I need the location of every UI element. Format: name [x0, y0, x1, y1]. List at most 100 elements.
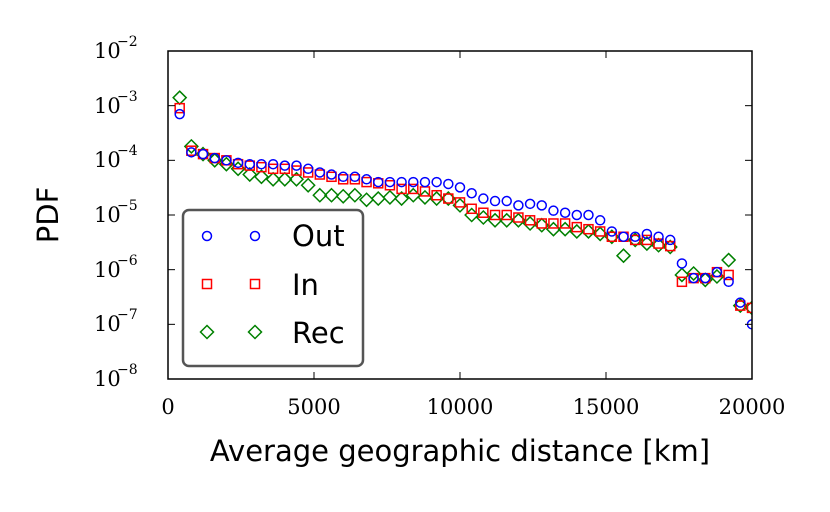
x-tick-label: 15000 [573, 395, 640, 419]
data-point-in [454, 197, 466, 208]
data-point-out [302, 163, 314, 175]
data-point-rec [242, 166, 258, 183]
y-tick-base: 10 [94, 312, 121, 336]
data-point-in [746, 302, 752, 314]
data-point-in [559, 218, 571, 229]
data-point-out [723, 276, 734, 288]
legend-marker-out [201, 230, 213, 242]
data-point-in [291, 165, 302, 176]
y-tick-base: 10 [94, 203, 121, 227]
data-point-out [174, 108, 185, 120]
data-point-rec [323, 187, 340, 203]
y-tick-base: 10 [94, 367, 121, 391]
data-point-in [431, 189, 442, 201]
legend: Out In Rec [181, 208, 365, 368]
data-point-out [396, 176, 407, 188]
data-point-in [536, 218, 548, 229]
y-axis-label: PDF [31, 187, 65, 244]
legend-frame [181, 208, 365, 368]
data-point-out [700, 272, 711, 284]
data-point-out [594, 215, 606, 226]
data-point-in [676, 276, 688, 288]
data-point-in [723, 269, 734, 281]
y-tick-exponent: −4 [117, 143, 138, 159]
data-point-rec [253, 169, 270, 185]
y-tick-label: 10 −5 [94, 198, 138, 227]
data-point-in [396, 183, 407, 195]
data-point-in [408, 183, 419, 195]
y-tick-exponent: −5 [117, 198, 138, 214]
y-tick-exponent: −3 [117, 89, 138, 105]
y-tick-exponent: −2 [117, 34, 138, 50]
data-point-out [186, 147, 197, 158]
data-point-out [337, 171, 349, 183]
data-point-out [653, 231, 664, 243]
y-tick-base: 10 [94, 39, 121, 63]
plot-frame [167, 50, 753, 380]
data-point-out [209, 152, 220, 164]
legend-label-in: In [292, 268, 319, 302]
data-point-out [501, 195, 512, 207]
legend-marker-in [201, 278, 213, 290]
data-point-in [524, 215, 536, 226]
y-tick-label: 10 −2 [94, 34, 138, 63]
y-tick-label: 10 −4 [94, 143, 138, 172]
data-point-in [641, 234, 653, 246]
data-point-rec [347, 187, 363, 203]
y-tick-label: 10 −7 [94, 307, 138, 336]
data-point-in [256, 161, 267, 173]
data-point-out [419, 176, 431, 188]
y-tick-label: 10 −6 [94, 253, 138, 282]
data-point-out [291, 160, 302, 171]
y-tick-exponent: −6 [117, 253, 138, 269]
data-point-in [583, 223, 594, 235]
y-tick-base: 10 [94, 148, 121, 172]
data-point-out [232, 157, 244, 169]
data-point-in [384, 180, 396, 191]
data-point-in [653, 238, 664, 249]
data-point-out [372, 176, 384, 188]
data-point-out [676, 258, 688, 269]
data-point-out [618, 231, 629, 243]
data-point-in [629, 234, 641, 246]
legend-label-out: Out [292, 219, 345, 253]
data-point-out [197, 148, 209, 160]
data-point-in [279, 163, 291, 175]
y-tick-base: 10 [94, 94, 121, 118]
x-tick-label: 0 [161, 395, 174, 419]
data-point-out [384, 176, 396, 188]
data-point-in [501, 209, 512, 221]
data-point-out [735, 297, 746, 308]
y-tick-exponent: −7 [117, 307, 138, 323]
data-point-in [606, 231, 618, 243]
data-point-out [688, 272, 699, 284]
data-point-rec [183, 138, 199, 154]
data-point-out [629, 231, 641, 243]
data-point-rec [277, 171, 293, 187]
data-point-out [408, 176, 419, 188]
data-point-rec [721, 252, 737, 268]
legend-marker-out [249, 230, 261, 242]
data-point-rec [358, 192, 375, 208]
y-tick-base: 10 [94, 258, 121, 282]
data-point-out [583, 209, 594, 221]
data-point-out [466, 187, 477, 199]
data-point-out [279, 160, 291, 171]
data-point-out [454, 182, 466, 193]
data-point-out [256, 158, 267, 170]
data-point-out [244, 158, 256, 170]
data-point-rec [382, 189, 398, 205]
data-point-in [466, 203, 477, 215]
data-point-out [489, 195, 501, 207]
data-point-out [548, 205, 559, 216]
data-point-in [443, 193, 454, 204]
data-point-out [641, 228, 653, 240]
legend-label-rec: Rec [292, 316, 345, 350]
data-point-out [443, 178, 454, 190]
data-point-in [302, 167, 314, 178]
data-point-in [478, 207, 489, 218]
data-point-in [174, 102, 185, 114]
data-point-out [513, 200, 524, 211]
data-point-rec [265, 171, 281, 187]
